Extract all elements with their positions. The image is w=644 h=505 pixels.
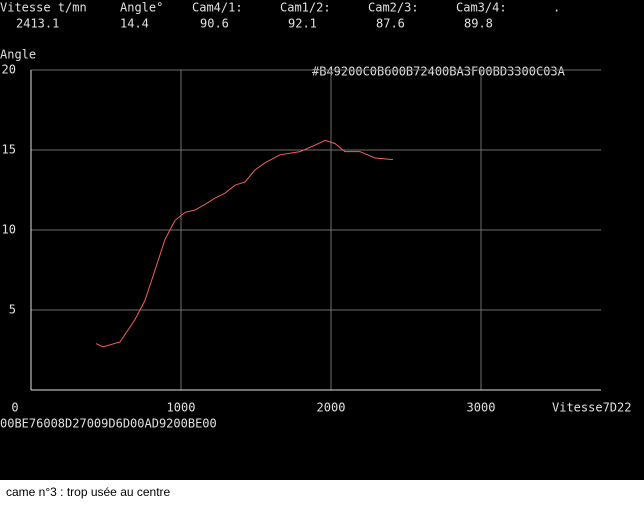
x-tick-label: 3000 <box>467 401 496 415</box>
x-tick-label: 0 <box>11 401 18 415</box>
y-tick-label: 15 <box>2 143 16 157</box>
x-tick-label: 1000 <box>167 401 196 415</box>
annotation: #B49200C0B600B72400BA3F00BD3300C03A <box>312 65 566 79</box>
header-label: Cam4/1: <box>192 1 243 15</box>
y-tick-label: 20 <box>2 63 16 77</box>
footer-note: came n°3 : trop usée au centre <box>6 485 171 499</box>
data-line <box>95 139 393 348</box>
y-axis-label: Angle <box>0 48 36 62</box>
background <box>0 0 644 480</box>
header-label: . <box>553 1 560 15</box>
y-tick-label: 5 <box>9 303 16 317</box>
annotation: 00BE76008D27009D6D00AD9200BE00 <box>0 417 217 431</box>
header-label: Cam3/4: <box>456 1 507 15</box>
chart: Angle Vitesse7D22 #B49200C0B600B72400BA3… <box>0 0 644 480</box>
header-label: Angle° <box>120 1 163 15</box>
header-label: Cam1/2: <box>280 1 331 15</box>
header-value: 14.4 <box>120 17 149 31</box>
y-tick-label: 10 <box>2 223 16 237</box>
header-value: 87.6 <box>376 17 405 31</box>
x-axis-label: Vitesse7D22 <box>552 401 631 415</box>
header-value: 89.8 <box>464 17 493 31</box>
x-tick-label: 2000 <box>317 401 346 415</box>
header-value: 92.1 <box>288 17 317 31</box>
header-value: 2413.1 <box>16 17 59 31</box>
header-label: Cam2/3: <box>368 1 419 15</box>
header-label: Vitesse t/mn <box>0 1 87 15</box>
header-value: 90.6 <box>200 17 229 31</box>
